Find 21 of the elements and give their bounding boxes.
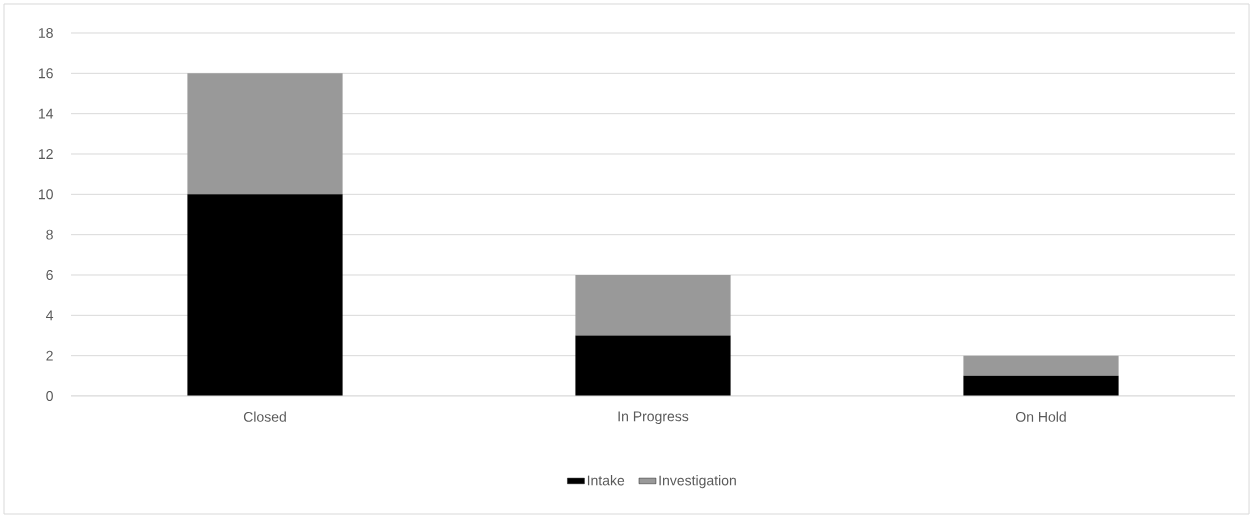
y-tick-label: 6 — [46, 270, 53, 280]
y-tick-label: 10 — [38, 189, 53, 200]
legend-label: Investigation — [659, 475, 736, 489]
y-tick-label: 0 — [46, 391, 53, 401]
x-tick-label: On Hold — [1015, 411, 1066, 422]
bar — [575, 335, 731, 396]
y-tick-label: 16 — [38, 68, 53, 79]
bar — [187, 194, 343, 396]
x-tick-label: Closed — [243, 411, 286, 422]
y-tick-label: 14 — [38, 108, 54, 119]
bar — [963, 355, 1119, 376]
y-tick-label: 4 — [46, 310, 54, 321]
bar — [963, 375, 1119, 396]
y-tick-label: 8 — [46, 229, 53, 240]
bar — [187, 73, 343, 195]
y-tick-label: 18 — [38, 28, 53, 38]
legend-label: Intake — [587, 475, 625, 486]
x-tick-label: In Progress — [618, 411, 689, 425]
bar — [575, 275, 731, 336]
y-tick-label: 12 — [38, 149, 53, 159]
y-tick-label: 2 — [46, 350, 53, 361]
